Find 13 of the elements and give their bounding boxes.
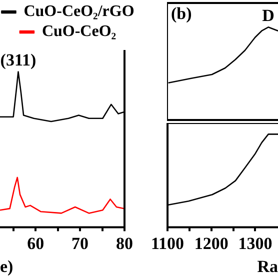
x-tick-label: 80 (116, 234, 133, 253)
x-axis-title: Ra (257, 257, 278, 276)
legend-label: CuO-CeO₂/rGO (24, 3, 134, 20)
annotation: (311) (0, 50, 36, 70)
text: (b) (171, 4, 192, 23)
x-tick-label: 1300 (238, 234, 272, 253)
x-tick-label: 70 (72, 234, 89, 253)
x-axis-title: e) (0, 257, 14, 276)
x-tick-label: 1100 (151, 234, 184, 253)
x-tick-label: 1200 (194, 234, 228, 253)
x-tick-label: 60 (27, 234, 44, 253)
legend-label: CuO-CeO₂ (42, 23, 116, 40)
annotation: D (262, 6, 274, 26)
